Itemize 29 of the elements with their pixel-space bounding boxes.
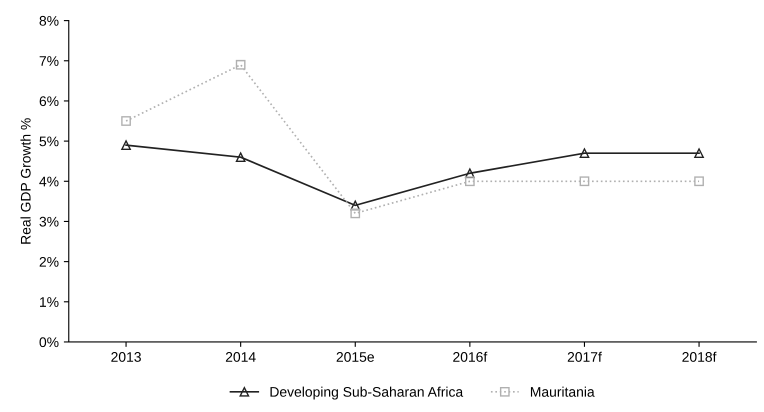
point: [236, 152, 246, 162]
point: [694, 176, 704, 186]
y-tick-label: 4%: [39, 176, 59, 186]
y-tick-label: 7%: [40, 56, 59, 66]
x-tick-label: 2016f: [453, 352, 488, 362]
y-tick-label: 1%: [40, 297, 59, 307]
x-tick-label: 2013: [111, 352, 141, 362]
point: [121, 116, 131, 126]
point: [694, 148, 704, 158]
point: [121, 140, 131, 150]
point: [236, 60, 246, 70]
y-tick-label: 6%: [40, 96, 59, 106]
point: [350, 208, 360, 218]
x-tick-label: 2018f: [682, 352, 716, 362]
y-tick-label: 8%: [40, 16, 59, 26]
legend-label: Mauritania: [530, 386, 595, 397]
y-tick-label: 2%: [40, 256, 59, 267]
y-tick-label: 5%: [40, 136, 59, 146]
y-tick-label: 0%: [40, 337, 59, 348]
legend-label: Developing Sub-Saharan Africa: [270, 386, 464, 400]
x-tick-label: 2015e: [336, 352, 374, 362]
point: [580, 148, 590, 158]
x-tick-label: 2017f: [568, 352, 602, 362]
point: [465, 168, 475, 178]
x-tick-label: 2014: [226, 352, 256, 362]
y-tick-label: 3%: [39, 216, 59, 227]
point: [580, 176, 590, 186]
point: [465, 176, 475, 186]
y-axis-title: Real GDP Growth %: [20, 118, 31, 244]
